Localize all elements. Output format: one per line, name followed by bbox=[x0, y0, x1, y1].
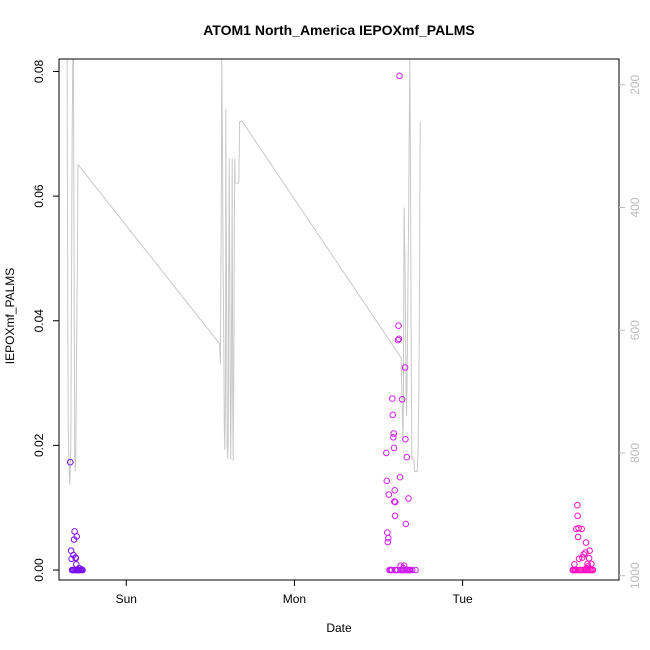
data-point bbox=[574, 512, 581, 520]
data-point bbox=[383, 477, 391, 485]
y-axis-label: IEPOXmf_PALMS bbox=[3, 268, 17, 364]
data-point bbox=[389, 395, 396, 402]
data-point bbox=[398, 396, 406, 403]
data-point bbox=[394, 336, 402, 344]
data-point bbox=[390, 434, 397, 441]
data-point bbox=[388, 566, 396, 574]
data-point bbox=[573, 566, 581, 574]
data-point bbox=[579, 554, 586, 561]
data-point bbox=[392, 498, 399, 506]
data-point bbox=[70, 566, 78, 574]
data-point bbox=[385, 534, 392, 542]
right-axis: 200 400 600 800 1000 bbox=[619, 74, 642, 589]
data-point bbox=[67, 458, 74, 466]
data-point bbox=[391, 487, 399, 494]
altitude-line bbox=[66, 59, 421, 485]
y-axis: 0.00 0.02 0.04 0.06 0.08 bbox=[32, 59, 59, 582]
data-point bbox=[395, 335, 403, 343]
data-point bbox=[405, 495, 412, 502]
data-point bbox=[399, 564, 407, 572]
data-point bbox=[575, 525, 582, 532]
points-layer bbox=[67, 72, 597, 574]
x-tick-label: Mon bbox=[283, 592, 306, 606]
altitude-line-layer bbox=[66, 59, 421, 485]
data-point bbox=[384, 529, 391, 536]
plot-frame bbox=[58, 58, 620, 581]
data-point bbox=[68, 555, 75, 563]
x-tick-label: Tue bbox=[452, 592, 473, 606]
data-point bbox=[578, 525, 586, 533]
data-point bbox=[589, 566, 597, 574]
data-point bbox=[72, 554, 80, 562]
data-point bbox=[571, 561, 578, 568]
data-point bbox=[390, 444, 398, 452]
data-point bbox=[389, 411, 397, 419]
chart-title: ATOM1 North_America IEPOXmf_PALMS bbox=[203, 22, 475, 38]
data-point bbox=[391, 512, 399, 520]
data-point bbox=[582, 539, 590, 546]
data-point bbox=[575, 555, 583, 563]
data-point bbox=[408, 566, 416, 574]
data-point bbox=[574, 501, 581, 509]
data-point bbox=[396, 473, 404, 481]
data-point bbox=[586, 547, 593, 555]
y-tick-label: 0.04 bbox=[32, 309, 46, 333]
data-point bbox=[585, 554, 593, 562]
data-point bbox=[73, 533, 80, 540]
right-tick-label: 400 bbox=[628, 197, 642, 217]
data-point bbox=[580, 551, 588, 558]
x-axis: Sun Mon Tue bbox=[116, 580, 473, 606]
data-point bbox=[392, 566, 399, 574]
data-point bbox=[402, 435, 409, 443]
y-tick-label: 0.08 bbox=[32, 59, 46, 83]
right-tick-label: 800 bbox=[628, 443, 642, 463]
y-tick-label: 0.06 bbox=[32, 184, 46, 208]
y-tick-label: 0.00 bbox=[32, 558, 46, 582]
y-tick-label: 0.02 bbox=[32, 433, 46, 457]
data-point bbox=[396, 72, 403, 80]
data-point bbox=[384, 538, 392, 546]
x-tick-label: Sun bbox=[116, 592, 137, 606]
right-tick-label: 1000 bbox=[628, 562, 642, 589]
data-point bbox=[390, 430, 398, 437]
data-point bbox=[412, 566, 419, 574]
data-point bbox=[385, 491, 393, 498]
data-point bbox=[402, 520, 410, 528]
data-point bbox=[383, 449, 390, 457]
data-point bbox=[75, 566, 83, 574]
data-point bbox=[73, 561, 80, 568]
data-point bbox=[574, 533, 582, 541]
data-point bbox=[78, 566, 86, 574]
right-tick-label: 200 bbox=[628, 74, 642, 94]
data-point bbox=[403, 453, 411, 461]
x-axis-label: Date bbox=[326, 621, 352, 635]
right-tick-label: 600 bbox=[628, 320, 642, 340]
data-point bbox=[582, 549, 589, 556]
data-point bbox=[395, 322, 402, 330]
data-point bbox=[401, 364, 409, 371]
data-point bbox=[588, 560, 595, 568]
